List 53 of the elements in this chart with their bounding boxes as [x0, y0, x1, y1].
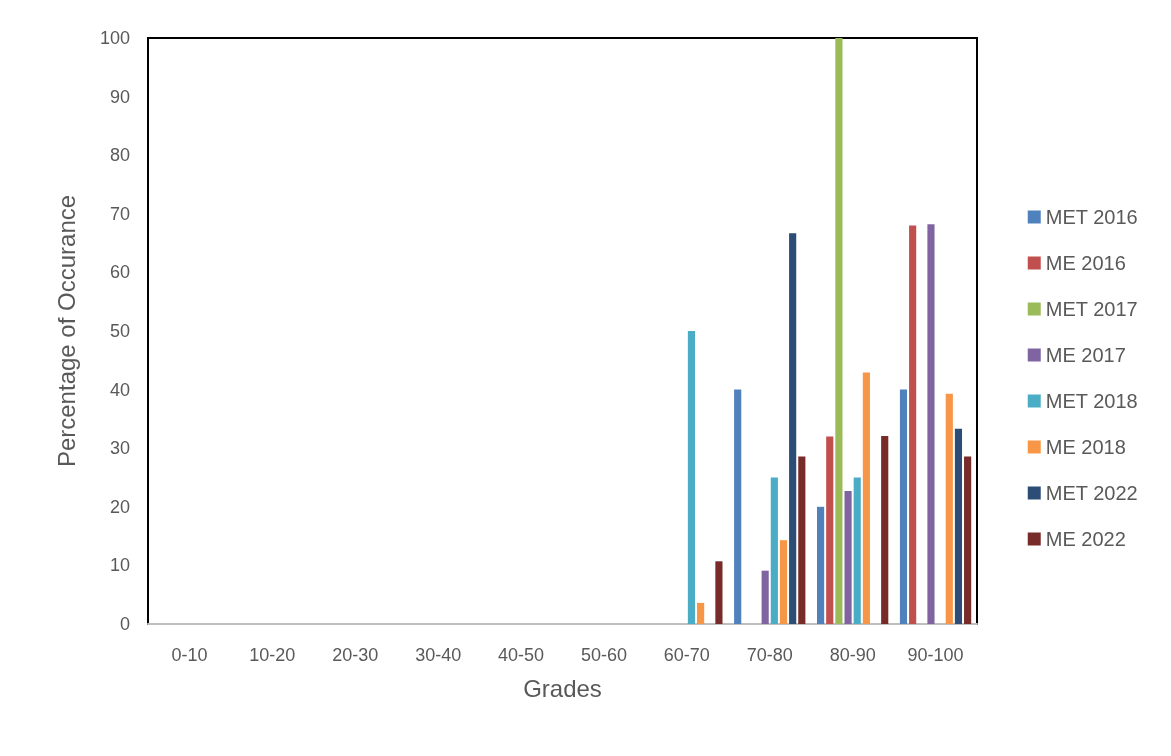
legend-label: ME 2018 [1045, 436, 1126, 458]
bar [697, 602, 705, 624]
legend-label: ME 2022 [1045, 528, 1126, 550]
bar [927, 224, 935, 624]
x-tick-label: 0-10 [171, 645, 208, 665]
x-tick-label: 20-30 [332, 645, 379, 665]
y-tick-label: 50 [109, 321, 130, 341]
y-tick-label: 40 [109, 379, 130, 400]
bar [817, 506, 825, 624]
bar [954, 428, 963, 624]
bar [734, 389, 742, 624]
y-tick-label: 30 [109, 438, 130, 459]
bar [844, 490, 852, 624]
x-tick-label: 60-70 [663, 645, 710, 665]
y-tick-label: 0 [119, 614, 130, 634]
bar [964, 456, 972, 624]
x-tick-label: 10-20 [249, 645, 296, 665]
bar [761, 570, 769, 624]
legend-label: MET 2018 [1045, 390, 1138, 412]
legend-label: MET 2022 [1045, 482, 1138, 504]
bar [899, 389, 908, 624]
y-tick-label: 90 [109, 86, 130, 107]
y-tick-label: 60 [109, 262, 130, 283]
bar [715, 561, 723, 624]
legend-label: ME 2016 [1045, 252, 1126, 274]
y-axis-title: Percentage of Occurance [52, 194, 80, 468]
x-tick-label: 70-80 [746, 645, 793, 665]
x-tick-label: 80-90 [829, 645, 876, 665]
bar [853, 477, 861, 624]
y-tick-label: 20 [109, 496, 130, 517]
bar [798, 456, 806, 624]
y-tick-label: 80 [109, 145, 130, 166]
y-tick-label: 70 [109, 203, 130, 224]
bar [826, 436, 834, 624]
x-tick-label: 30-40 [415, 645, 462, 665]
legend-label: MET 2016 [1045, 206, 1138, 228]
bar [862, 372, 870, 624]
x-tick-label: 90-100 [907, 645, 964, 665]
legend-label: ME 2017 [1045, 344, 1126, 366]
bar [687, 331, 696, 624]
bar [789, 233, 797, 624]
y-tick-label: 100 [99, 28, 130, 48]
y-tick-label: 10 [109, 555, 130, 576]
bar [770, 477, 778, 624]
bar [881, 435, 889, 624]
bar [945, 393, 953, 624]
bar [835, 38, 843, 624]
x-axis-title: Grades [523, 674, 602, 702]
bar [779, 540, 788, 624]
x-tick-label: 50-60 [580, 645, 627, 665]
bar [909, 225, 917, 624]
legend-label: MET 2017 [1045, 298, 1138, 320]
x-tick-label: 40-50 [498, 645, 545, 665]
